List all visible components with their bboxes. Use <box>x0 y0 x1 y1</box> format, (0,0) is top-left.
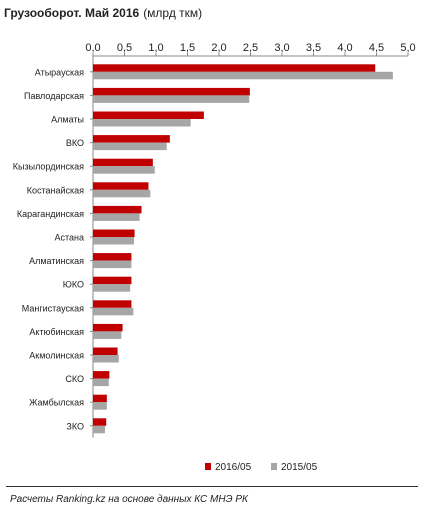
bar-2015 <box>93 378 109 387</box>
legend-swatch <box>271 463 277 470</box>
category-label: Жамбылская <box>29 398 84 408</box>
legend-label: 2015/05 <box>281 462 318 473</box>
bar-2015 <box>93 213 140 221</box>
x-tick-label: 4,5 <box>369 42 384 54</box>
bar-2016 <box>93 64 376 72</box>
bar-2015 <box>93 331 122 339</box>
bar-2015 <box>93 237 134 245</box>
bar-2016 <box>93 300 132 308</box>
x-tick-label: 1,0 <box>148 42 163 54</box>
bar-2016 <box>93 418 107 426</box>
bar-2015 <box>93 189 151 198</box>
legend-swatch <box>205 463 211 470</box>
legend-label: 2016/05 <box>215 462 252 473</box>
category-label: Атырауская <box>35 67 84 77</box>
bar-2016 <box>93 182 149 190</box>
bar-2015 <box>93 119 191 127</box>
x-tick-label: 3,0 <box>274 42 289 54</box>
bar-2016 <box>93 135 170 143</box>
x-tick-label: 0,0 <box>85 42 100 54</box>
bar-2016 <box>93 347 118 355</box>
chart-title: Грузооборот. Май 2016 (млрд ткм) <box>4 6 202 20</box>
x-tick-label: 2,5 <box>243 42 258 54</box>
bar-2015 <box>93 307 134 316</box>
chart-unit-text: (млрд ткм) <box>143 6 203 20</box>
category-label: Акмолинская <box>29 351 84 361</box>
bar-2016 <box>93 253 132 261</box>
category-label: СКО <box>65 374 84 384</box>
footer-divider <box>6 486 418 487</box>
category-label: ВКО <box>66 138 84 148</box>
category-label: ЗКО <box>66 421 84 431</box>
source-note: Расчеты Ranking.kz на основе данных КС М… <box>10 494 248 505</box>
bar-2015 <box>93 425 105 434</box>
bar-2016 <box>93 205 142 214</box>
category-label: Костанайская <box>27 185 84 195</box>
bar-2016 <box>93 229 135 237</box>
bar-2016 <box>93 87 250 96</box>
category-label: Алматы <box>51 115 84 125</box>
x-tick-label: 5,0 <box>400 42 415 54</box>
bar-2015 <box>93 284 131 292</box>
bar-2016 <box>93 111 204 119</box>
bar-2015 <box>93 402 107 410</box>
bar-2016 <box>93 158 153 167</box>
bar-2016 <box>93 276 132 285</box>
category-label: Алматинская <box>29 256 84 266</box>
x-tick-label: 0,5 <box>117 42 132 54</box>
x-tick-label: 3,5 <box>306 42 321 54</box>
x-tick-label: 2,0 <box>211 42 226 54</box>
category-label: Астана <box>54 233 84 243</box>
category-label: Актюбинская <box>29 327 84 337</box>
category-label: Кызылординская <box>13 162 84 172</box>
category-label: Карагандинская <box>17 209 84 219</box>
bar-2015 <box>93 95 250 103</box>
chart-title-text: Грузооборот. Май 2016 <box>4 6 140 20</box>
bar-2015 <box>93 260 132 269</box>
bar-2016 <box>93 323 123 332</box>
bar-2015 <box>93 355 119 363</box>
x-tick-label: 4,0 <box>337 42 352 54</box>
category-label: ЮКО <box>63 280 84 290</box>
category-label: Мангистауская <box>22 303 84 313</box>
bar-2016 <box>93 394 107 403</box>
bar-2015 <box>93 71 393 80</box>
bar-2016 <box>93 371 110 379</box>
x-tick-label: 1,5 <box>180 42 195 54</box>
bar-2015 <box>93 166 155 174</box>
chart-canvas: 0,0 0,5 1,0 1,5 2,0 2,5 3,0 3,5 4,0 4,5 5,0 Атыраус… <box>13 42 416 473</box>
bar-2015 <box>93 142 167 151</box>
category-label: Павлодарская <box>24 91 84 101</box>
